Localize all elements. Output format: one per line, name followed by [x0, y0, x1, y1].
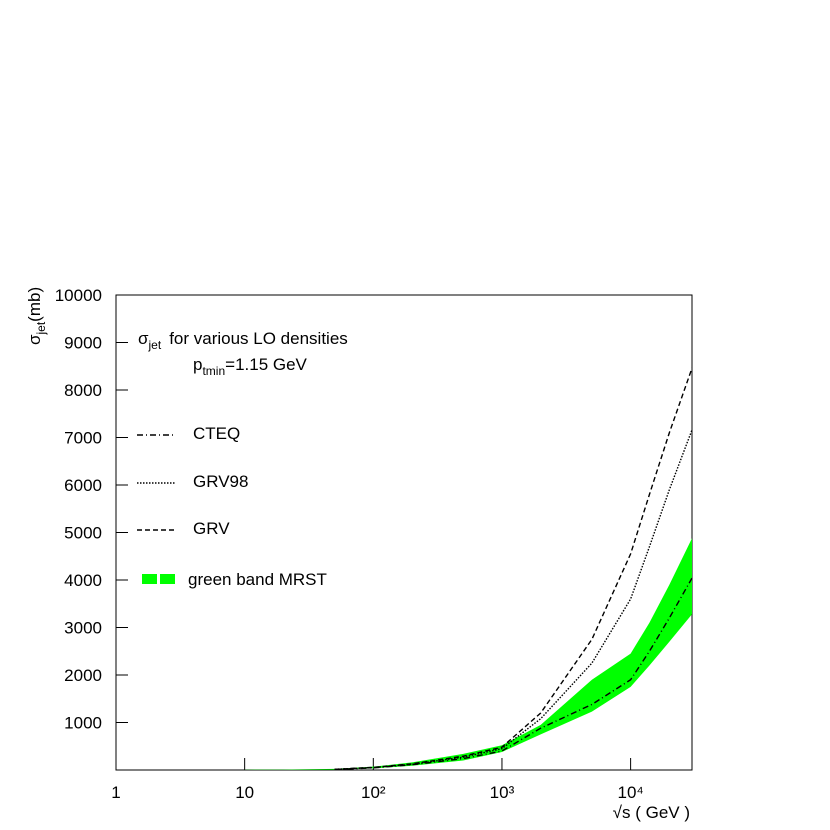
- legend-swatch: [160, 574, 175, 584]
- annotation-symbol: σ: [138, 329, 149, 348]
- annotation2-text: =1.15 GeV: [225, 355, 307, 374]
- y-tick-label: 3000: [64, 619, 102, 638]
- y-title-symbol: σ: [25, 334, 44, 345]
- y-tick-label: 9000: [64, 334, 102, 353]
- series-line: [334, 429, 693, 770]
- legend-label: GRV98: [193, 472, 248, 491]
- annotation-text: for various LO densities: [169, 329, 348, 348]
- annotation: σjet for various LO densities: [138, 329, 348, 352]
- x-tick-label: 1: [111, 783, 120, 802]
- y-tick-label: 2000: [64, 666, 102, 685]
- y-tick-label: 1000: [64, 714, 102, 733]
- y-axis-title: σjet(mb): [25, 287, 48, 345]
- x-tick-label: 10: [235, 783, 254, 802]
- legend-label: CTEQ: [193, 424, 240, 443]
- y-tick-label: 6000: [64, 476, 102, 495]
- x-axis-title: √s ( GeV ): [613, 803, 690, 822]
- legend-label: GRV: [193, 519, 230, 538]
- annotation2-subscript: tmin: [202, 364, 225, 378]
- x-tick-label: 10²: [361, 783, 386, 802]
- y-tick-label: 8000: [64, 381, 102, 400]
- x-tick-label: 10³: [490, 783, 515, 802]
- y-tick-label: 10000: [55, 286, 102, 305]
- annotation2: ptmin=1.15 GeV: [193, 355, 308, 378]
- x-tick-label: 10⁴: [618, 783, 644, 802]
- legend-label: green band MRST: [188, 570, 327, 589]
- y-tick-label: 5000: [64, 524, 102, 543]
- y-title-text: (mb): [25, 287, 44, 322]
- y-title-subscript: jet: [34, 321, 48, 335]
- annotation-subscript: jet: [148, 338, 162, 352]
- y-tick-label: 4000: [64, 571, 102, 590]
- band-area: [244, 538, 692, 770]
- series-line: [334, 367, 693, 770]
- legend-swatch: [142, 574, 157, 584]
- series-line: [334, 577, 693, 771]
- y-tick-label: 7000: [64, 429, 102, 448]
- annotation2-symbol: p: [193, 355, 202, 374]
